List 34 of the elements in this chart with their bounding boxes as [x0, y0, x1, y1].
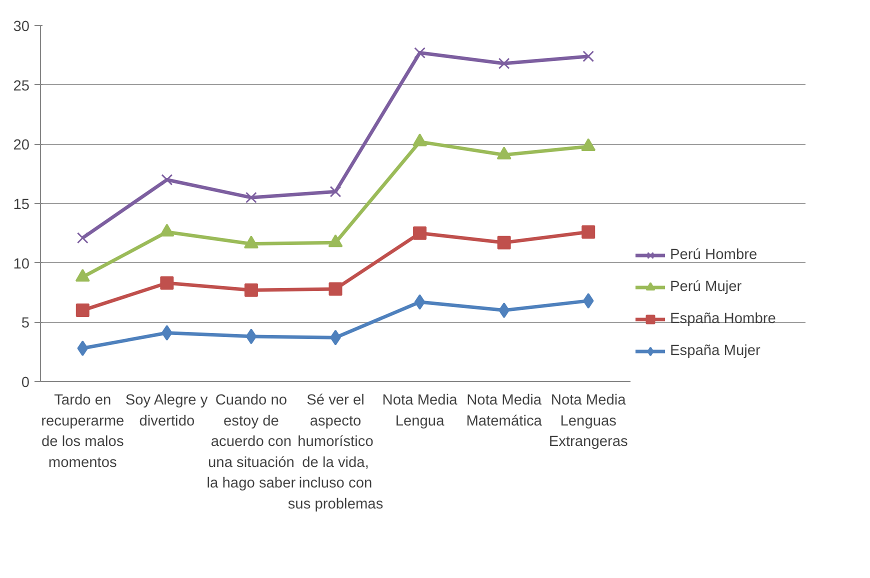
- point: [76, 304, 90, 318]
- point: [77, 340, 88, 356]
- point: [582, 293, 594, 309]
- y-tick-label: 15: [13, 197, 30, 213]
- y-tick-label: 20: [13, 138, 30, 154]
- point: [246, 328, 257, 344]
- point: [160, 276, 174, 290]
- point: [76, 232, 88, 244]
- point: [497, 236, 511, 250]
- point: [413, 226, 427, 240]
- x-tick-label: Soy Alegre y divertido: [125, 392, 208, 430]
- x-tick-label: Tardo en recuperarme de los malos momentos: [41, 392, 124, 471]
- x-tick-label: Nota Media Lenguas Extrangeras: [548, 392, 628, 450]
- point: [330, 186, 342, 198]
- legend-label: Perú Hombre: [670, 247, 758, 263]
- point: [414, 47, 426, 58]
- point: [582, 225, 596, 239]
- point: [328, 282, 342, 296]
- point: [582, 50, 594, 62]
- y-tick-label: 25: [13, 78, 30, 94]
- legend-label: España Mujer: [670, 343, 760, 359]
- y-tick-label: 5: [21, 316, 30, 332]
- y-tick-label: 10: [13, 256, 30, 272]
- x-tick-label: Nota Media Matemática: [466, 392, 543, 430]
- y-tick-label: 30: [13, 19, 30, 35]
- point: [498, 58, 510, 70]
- point: [414, 294, 426, 310]
- legend-label: Perú Mujer: [670, 279, 742, 295]
- point: [161, 174, 173, 186]
- legend-label: España Hombre: [670, 311, 776, 327]
- point: [244, 283, 258, 297]
- x-tick-label: Nota Media Lengua: [382, 392, 458, 430]
- point: [246, 192, 257, 204]
- y-tick-label: 0: [21, 375, 30, 391]
